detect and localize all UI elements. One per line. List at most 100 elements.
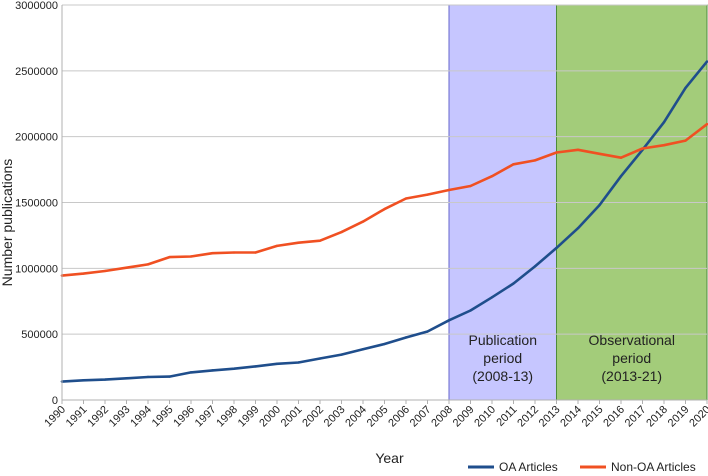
non-oa-articles-point	[275, 244, 279, 248]
oa-articles-point	[361, 348, 365, 351]
non-oa-articles-point	[598, 152, 601, 155]
x-tick-label: 2014	[558, 404, 584, 430]
x-tick-label: 2001	[279, 404, 305, 430]
non-oa-articles-point	[254, 251, 257, 254]
non-oa-articles-point	[82, 272, 85, 275]
x-tick-label: 2002	[300, 404, 326, 430]
x-tick-label: 2020	[687, 404, 708, 430]
x-tick-label: 1991	[64, 404, 90, 430]
non-oa-articles-point	[447, 188, 451, 192]
y-tick-label: 500000	[21, 329, 58, 341]
oa-articles-point	[662, 120, 666, 124]
x-tick-label: 1990	[42, 404, 68, 430]
oa-articles-point	[555, 246, 558, 250]
oa-articles-point	[383, 342, 386, 346]
x-tick-label: 2000	[257, 404, 283, 430]
non-oa-articles-point	[189, 255, 193, 258]
non-oa-articles-point	[619, 156, 623, 159]
x-tick-label: 2013	[537, 404, 563, 430]
oa-articles-point	[512, 282, 515, 285]
publication-period-label-line: Publication	[469, 332, 538, 348]
x-tick-label: 1994	[128, 404, 154, 430]
oa-articles-point	[254, 365, 257, 368]
x-tick-label: 2007	[408, 404, 434, 430]
oa-articles-point	[168, 375, 171, 378]
x-tick-label: 2005	[365, 404, 391, 430]
x-tick-label: 2010	[472, 404, 498, 430]
y-tick-label: 1500000	[15, 198, 58, 210]
non-oa-articles-point	[340, 230, 343, 234]
oa-articles-point	[619, 174, 623, 178]
x-tick-label: 2016	[601, 404, 627, 430]
publication-period-label-line: (2008-13)	[472, 368, 533, 384]
oa-articles-point	[211, 369, 214, 372]
non-oa-articles-point	[426, 193, 429, 196]
oa-articles-point	[426, 330, 429, 333]
publication-period-label-line: period	[483, 350, 522, 366]
x-tick-label: 2018	[644, 404, 670, 430]
x-tick-label: 1995	[150, 404, 176, 430]
y-tick-label: 3000000	[15, 0, 58, 12]
non-oa-articles-point	[576, 148, 580, 152]
observational-period-label-line: period	[612, 350, 651, 366]
x-tick-label: 2009	[451, 404, 477, 430]
non-oa-articles-point	[146, 263, 150, 266]
non-oa-articles-point	[641, 147, 644, 150]
non-oa-articles-point	[168, 255, 171, 259]
oa-articles-point	[533, 265, 537, 268]
x-tick-label: 1998	[214, 404, 240, 430]
x-tick-label: 2011	[494, 404, 519, 429]
non-oa-articles-point	[662, 144, 666, 147]
non-oa-articles-point	[555, 151, 558, 154]
legend-label: Non-OA Articles	[611, 460, 696, 474]
non-oa-articles-point	[211, 251, 214, 255]
x-tick-label: 2004	[343, 404, 369, 430]
oa-articles-point	[103, 378, 107, 381]
oa-articles-point	[125, 377, 128, 380]
oa-articles-point	[232, 367, 236, 370]
x-tick-label: 2008	[429, 404, 455, 430]
oa-articles-point	[490, 296, 494, 299]
y-tick-label: 1000000	[15, 263, 58, 275]
oa-articles-point	[146, 375, 150, 379]
x-tick-label: 2015	[580, 404, 606, 430]
non-oa-articles-point	[490, 174, 494, 178]
oa-articles-point	[684, 86, 687, 90]
oa-articles-point	[447, 319, 451, 322]
x-tick-label: 2012	[515, 404, 541, 430]
oa-articles-point	[189, 371, 193, 374]
non-oa-articles-point	[684, 139, 687, 142]
oa-articles-point	[469, 309, 472, 312]
x-tick-label: 2003	[322, 404, 348, 430]
y-tick-label: 0	[52, 395, 58, 407]
x-tick-label: 1992	[85, 404, 111, 430]
x-tick-label: 2006	[386, 404, 412, 430]
x-tick-label: 1996	[171, 404, 197, 430]
oa-articles-point	[297, 361, 300, 364]
y-axis-title: Number publications	[0, 159, 15, 287]
observational-period-label-line: Observational	[589, 332, 675, 348]
x-tick-label: 1997	[193, 404, 219, 430]
non-oa-articles-point	[232, 251, 236, 254]
non-oa-articles-point	[533, 159, 537, 162]
non-oa-articles-point	[125, 266, 128, 269]
oa-articles-point	[598, 203, 601, 207]
x-tick-label: 1999	[236, 404, 262, 430]
x-tick-label: 2017	[623, 404, 649, 430]
non-oa-articles-point	[469, 184, 472, 188]
oa-articles-point	[275, 362, 279, 365]
non-oa-articles-point	[297, 241, 300, 244]
observational-period-label-line: (2013-21)	[601, 368, 662, 384]
non-oa-articles-point	[705, 122, 708, 126]
non-oa-articles-point	[512, 163, 515, 166]
y-tick-label: 2500000	[15, 66, 58, 78]
legend-label: OA Articles	[499, 460, 558, 474]
non-oa-articles-point	[404, 197, 408, 200]
x-tick-label: 1993	[107, 404, 133, 430]
oa-articles-point	[82, 379, 85, 382]
y-tick-label: 2000000	[15, 132, 58, 144]
non-oa-articles-point	[383, 207, 386, 211]
x-tick-label: 2019	[666, 404, 692, 430]
x-axis-title: Year	[375, 450, 404, 466]
